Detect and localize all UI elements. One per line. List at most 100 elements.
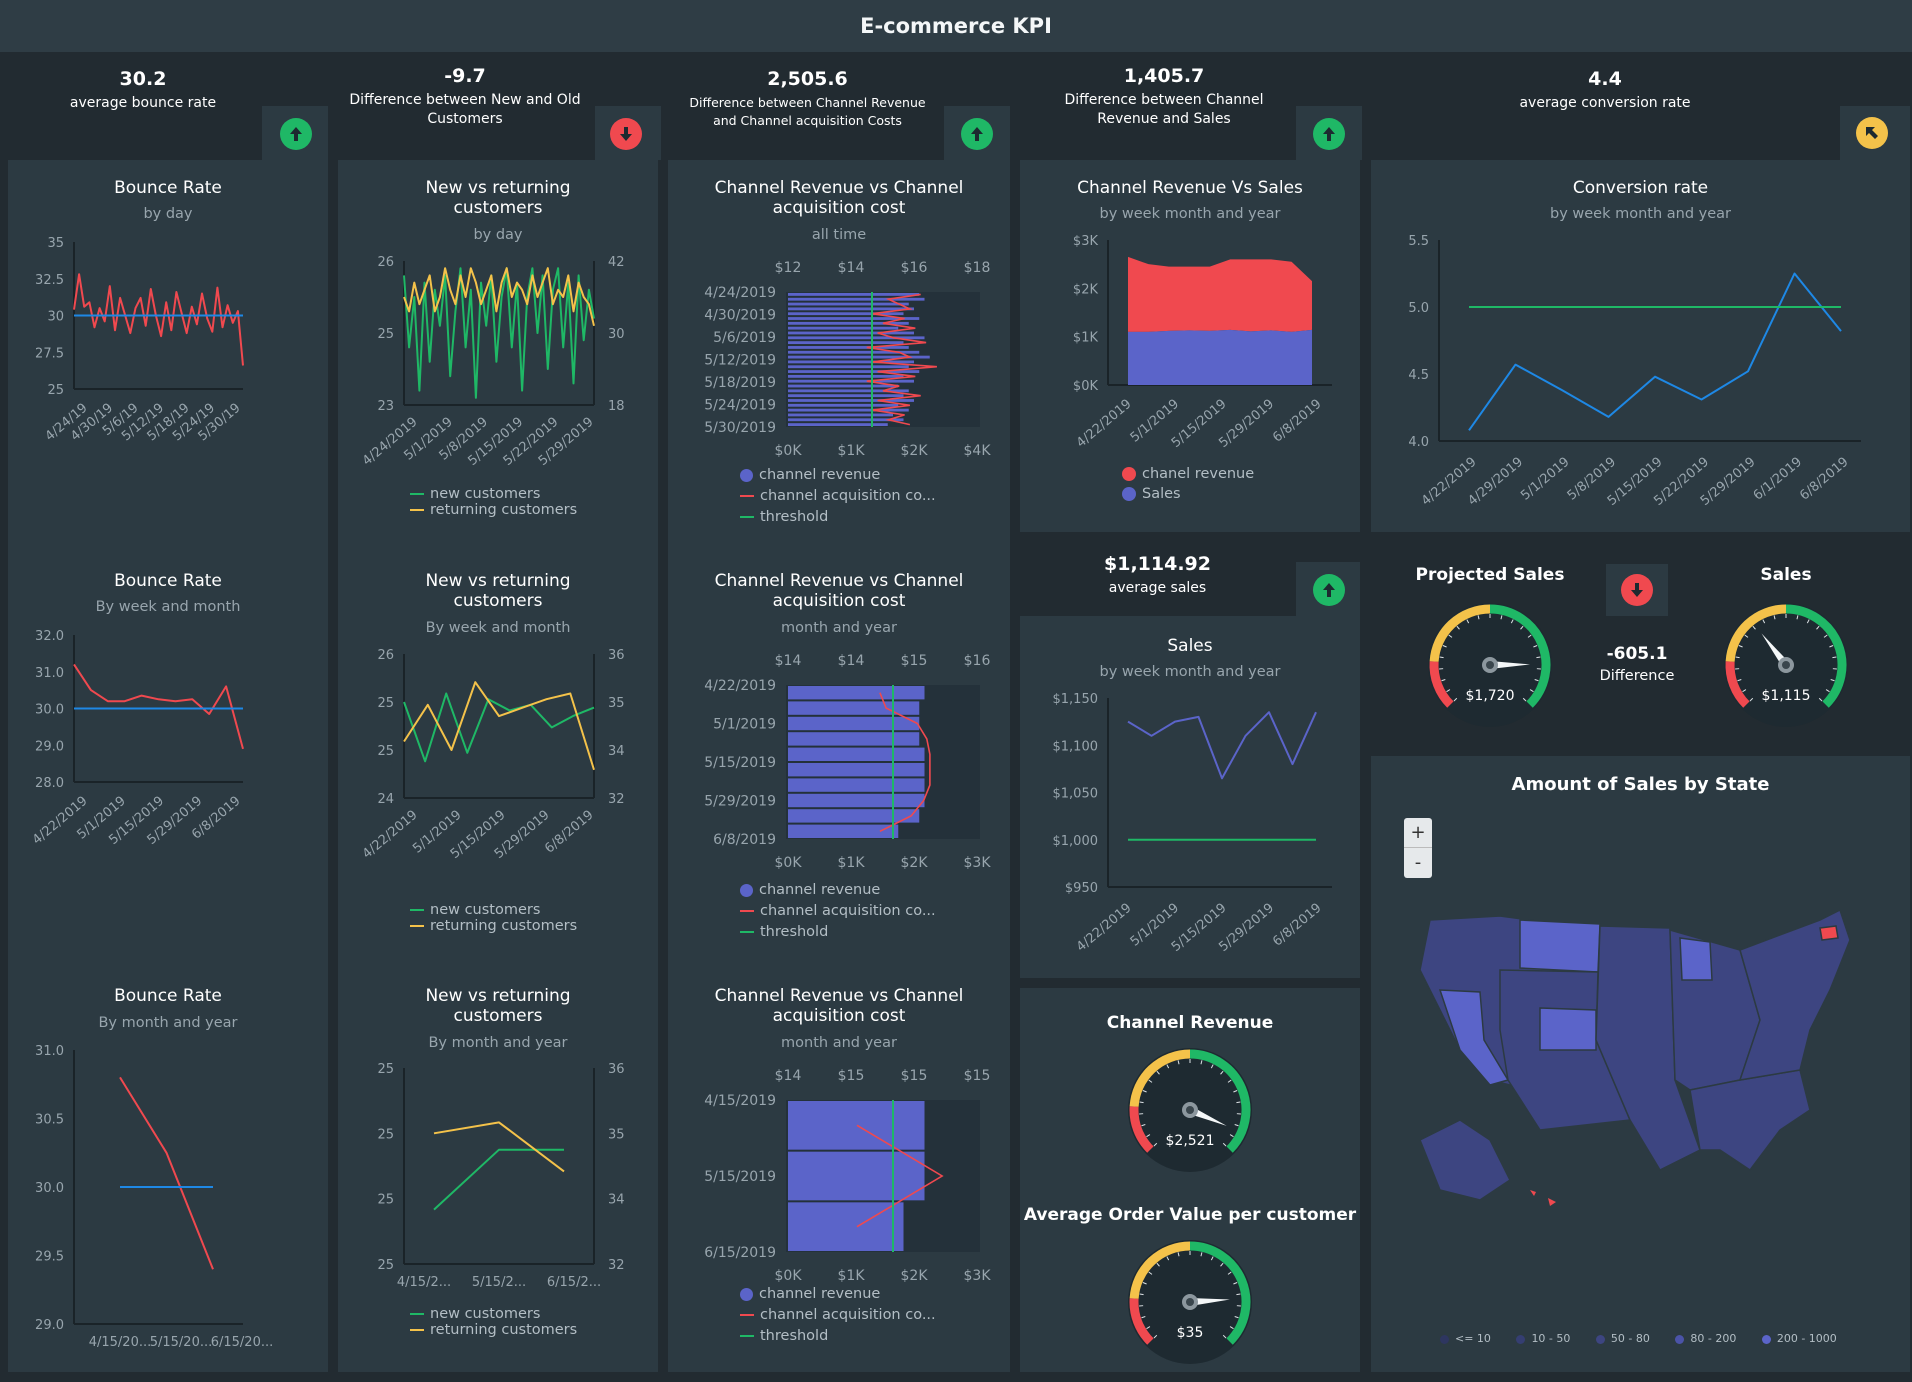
map-legend-item[interactable]: <= 10	[1440, 1332, 1491, 1345]
revenue-bar	[788, 379, 914, 383]
gauge-tick	[1738, 645, 1743, 648]
map-legend-item[interactable]: 50 - 80	[1595, 1332, 1650, 1345]
x-top-tick-label: $15	[901, 653, 928, 669]
zoom-in-button[interactable]: +	[1404, 818, 1432, 848]
legend-item-returning[interactable]: returning customers	[410, 1322, 577, 1338]
gauge-tick	[1156, 1070, 1160, 1075]
gauge-needle	[1188, 1106, 1227, 1126]
x-tick-label: 5/15/2...	[472, 1275, 526, 1290]
x-tick-label: 4/22/2019	[1074, 901, 1135, 955]
acquisition-cost-series	[856, 1124, 944, 1228]
bounce-rate-monthly-chart: 31.0 30.5 30.0 29.5 29.0 4/15/20...5/15/20...…	[35, 1044, 273, 1350]
chart-subtitle: By month and year	[98, 1015, 238, 1031]
y-tick-label: 31.0	[35, 1044, 64, 1059]
panel-new-returning	[338, 160, 658, 1372]
map-legend-label: 200 - 1000	[1776, 1332, 1837, 1345]
legend-item-returning[interactable]: returning customers	[410, 918, 577, 934]
revenue-bar	[788, 403, 899, 407]
zoom-out-button[interactable]: -	[1414, 852, 1422, 873]
x-tick-label: 6/1/2019	[1751, 455, 1805, 504]
gauge-title: Channel Revenue	[1106, 1013, 1274, 1033]
gauge-tick	[1816, 625, 1820, 630]
x-bottom-tick-label: $1K	[838, 855, 866, 871]
kpi-label: average bounce rate	[69, 95, 217, 111]
gauge-red-band	[1429, 661, 1454, 708]
map-legend-item[interactable]: 200 - 1000	[1761, 1332, 1837, 1345]
gauge-tick	[1818, 697, 1823, 702]
chart-title: Conversion rate	[1572, 178, 1709, 198]
y-tick-label: 35	[608, 696, 625, 711]
gauge-title: Projected Sales	[1415, 565, 1565, 585]
legend-item-cost[interactable]: channel acquisition co...	[740, 1305, 936, 1326]
x-bottom-tick-label: $4K	[964, 443, 992, 459]
revenue-bar	[788, 747, 925, 761]
legend-label: threshold	[760, 1328, 829, 1344]
legend-label: channel acquisition co...	[760, 903, 936, 919]
y-tick-label: 32	[608, 1258, 625, 1273]
y-tick-label: 4/15/2019	[704, 1093, 776, 1109]
y-tick-label: 29.0	[35, 739, 64, 754]
gauge-needle	[1489, 661, 1530, 669]
map-region-east	[1738, 908, 1851, 1081]
chart-title: Bounce Rate	[114, 178, 222, 198]
x-top-tick-label: $14	[775, 1068, 802, 1084]
gauge-tick	[1142, 1090, 1147, 1093]
arrow-up-icon	[280, 118, 312, 150]
y-tick-label: 6/15/2019	[704, 1245, 776, 1261]
gauge-yellow-band	[1429, 604, 1491, 662]
chart-subtitle: by week month and year	[1099, 206, 1281, 222]
sales-area	[1128, 329, 1312, 385]
legend-item-cost[interactable]: channel acquisition co...	[740, 486, 936, 507]
legend-item-new[interactable]: new customers	[410, 486, 577, 502]
kpi-trend-box	[262, 106, 328, 160]
gauge-tick	[1148, 1271, 1153, 1275]
legend-item-threshold[interactable]: threshold	[740, 507, 936, 528]
legend-item-cost[interactable]: channel acquisition co...	[740, 901, 936, 922]
new-returning-weekly-chart: 26252524363534324/22/20195/1/20195/15/20…	[360, 648, 625, 862]
y-tick-label: $1,100	[1053, 739, 1099, 754]
kpi-label: average sales	[1108, 580, 1207, 596]
revenue-bar	[788, 763, 925, 777]
gauge-title: Average Order Value per customer	[1023, 1205, 1357, 1225]
gauge-yellow-band	[1129, 1049, 1191, 1107]
us-states-map[interactable]	[1400, 880, 1900, 1220]
gauge-green-band	[1189, 1049, 1251, 1153]
map-legend-label: 10 - 50	[1531, 1332, 1571, 1345]
gauge-tick	[1222, 1334, 1227, 1339]
gauge-tick	[1510, 619, 1514, 624]
gauge-tick	[1825, 689, 1830, 693]
map-region-wisconsin	[1679, 937, 1713, 981]
x-top-tick-label: $14	[838, 653, 865, 669]
y-tick-label: $1K	[1073, 331, 1099, 346]
legend-item-new[interactable]: new customers	[410, 902, 577, 918]
y-tick-label: 5/24/2019	[704, 398, 776, 414]
map-legend-item[interactable]: 10 - 50	[1516, 1332, 1570, 1345]
legend-item-threshold[interactable]: threshold	[740, 922, 936, 943]
legend-item-returning[interactable]: returning customers	[410, 502, 577, 518]
legend-item-revenue[interactable]: channel revenue	[740, 1284, 936, 1305]
gauge-hub-inner	[1782, 661, 1790, 669]
legend: channel revenue channel acquisition co..…	[740, 880, 936, 943]
legend-item-threshold[interactable]: threshold	[740, 1326, 936, 1347]
legend-item-revenue[interactable]: chanel revenue	[1122, 464, 1254, 484]
legend-item-sales[interactable]: Sales	[1122, 484, 1254, 504]
revenue-bar	[788, 809, 920, 823]
kpi-label: Difference between New and Old Customers	[349, 92, 581, 127]
difference-label: Difference	[1599, 668, 1675, 684]
kpi-trend-box	[595, 106, 661, 160]
arrow-up-icon	[1313, 574, 1345, 606]
bounce-rate-series	[119, 1076, 214, 1270]
chart-subtitle: By week and month	[425, 620, 571, 636]
x-tick-label: 4/22/2019	[1074, 397, 1135, 451]
new-customers-series	[403, 267, 595, 399]
x-tick-label: 4/15/20...	[89, 1335, 152, 1350]
y-tick-label: 25	[47, 383, 64, 398]
new-returning-monthly-chart: 25 25 25 25 36 35 34 32 4/15/2... 5/15/2... 6/15/2…	[377, 1062, 625, 1290]
revenue-bar	[788, 686, 925, 700]
map-legend-item[interactable]: 80 - 200	[1675, 1332, 1736, 1345]
x-tick-label: 6/8/2019	[1270, 397, 1324, 446]
revenue-bar	[788, 331, 914, 335]
legend-item-revenue[interactable]: channel revenue	[740, 880, 936, 901]
legend-item-revenue[interactable]: channel revenue	[740, 465, 936, 486]
legend-item-new[interactable]: new customers	[410, 1306, 577, 1322]
